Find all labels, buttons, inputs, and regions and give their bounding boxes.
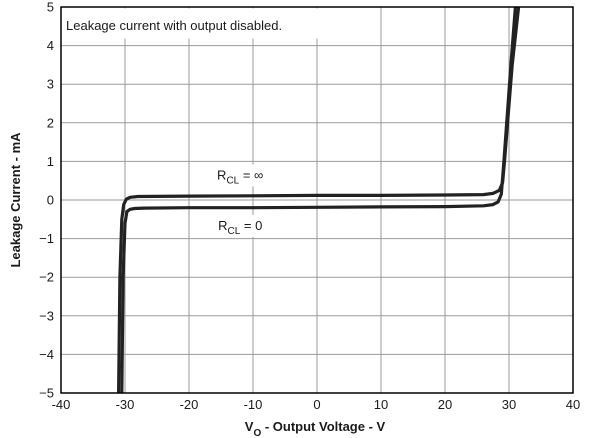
x-tick-labels: -40 -30 -20 -10 0 10 20 30 40 xyxy=(52,397,581,412)
y-tick-label: 2 xyxy=(47,115,54,130)
series-labels: RCL = ∞RCL = 0 xyxy=(196,164,284,237)
y-tick-label: −4 xyxy=(39,347,54,362)
grid-layer xyxy=(61,7,573,393)
x-tick-label: 40 xyxy=(566,397,580,412)
x-tick-label: -40 xyxy=(52,397,71,412)
y-tick-label: 1 xyxy=(47,154,54,169)
y-tick-label: 0 xyxy=(47,193,54,208)
x-tick-label: 10 xyxy=(374,397,388,412)
y-tick-label: 4 xyxy=(47,38,54,53)
y-tick-label: 5 xyxy=(47,0,54,15)
x-tick-label: -20 xyxy=(180,397,199,412)
x-axis-title-rest: - Output Voltage - V xyxy=(261,419,385,434)
annotation-text: Leakage current with output disabled. xyxy=(66,18,282,33)
x-tick-label: 30 xyxy=(502,397,516,412)
y-tick-label: −3 xyxy=(39,308,54,323)
x-axis-title-main: V xyxy=(245,419,254,434)
x-tick-label: -30 xyxy=(116,397,135,412)
x-tick-label: 20 xyxy=(438,397,452,412)
x-axis-title: VO - Output Voltage - V xyxy=(245,419,386,438)
y-tick-label: −2 xyxy=(39,270,54,285)
y-tick-label: −1 xyxy=(39,231,54,246)
y-axis-title: Leakage Current - mA xyxy=(8,132,23,268)
x-tick-label: 0 xyxy=(313,397,320,412)
annotation-box: Leakage current with output disabled. xyxy=(63,9,335,39)
y-tick-label: 3 xyxy=(47,77,54,92)
x-tick-label: -10 xyxy=(244,397,263,412)
